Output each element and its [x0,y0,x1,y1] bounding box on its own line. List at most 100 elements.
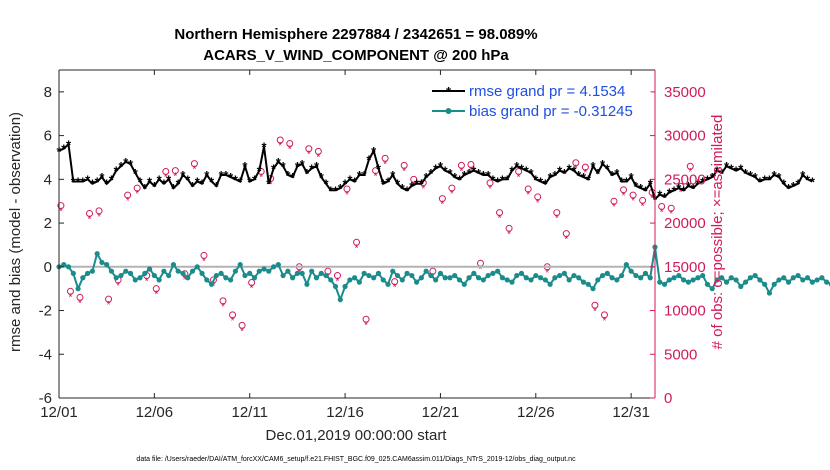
bias-point [118,272,124,279]
rmse-point: * [304,166,310,181]
chart-title-line2: ACARS_V_WIND_COMPONENT @ 200 hPa [203,47,509,64]
rmse-point: * [261,140,267,155]
rmse-point: * [190,179,196,194]
obs-possible-point [219,297,227,305]
rmse-line [58,142,813,201]
x-tick-label: 12/26 [517,404,555,421]
rmse-point: * [676,181,682,196]
rmse-point: * [266,177,272,192]
bias-point [113,275,119,281]
bias-point [380,277,386,283]
rmse-point: * [705,172,711,187]
obs-assimilated-point: * [459,166,463,177]
bias-point [456,277,463,283]
bias-point [332,283,339,290]
legend: * rmse grand pr = 4.1534 bias grand pr =… [409,76,651,126]
bias-point [256,268,262,274]
bias-point [547,281,553,287]
obs-assimilated-point: * [564,235,568,246]
bias-point [285,268,291,274]
rmse-point: * [595,166,601,181]
y-axis-label-right: # of obs: o=possible; ×=assimilated [709,115,726,350]
bias-point [604,270,610,276]
bias-point [156,277,162,283]
bias-point [352,275,358,281]
obs-assimilated-point: * [526,190,530,201]
rmse-point: * [285,168,291,183]
obs-assimilated-point: * [355,243,359,254]
rmse-point: * [314,159,320,174]
bias-point [742,279,749,285]
bias-point [709,286,715,292]
obs-possible-point [124,191,132,199]
obs-assimilated-point: * [536,198,540,209]
rmse-point: * [185,172,191,187]
bias-point [366,272,372,279]
x-tick-label: 12/06 [136,404,174,421]
rmse-point: * [276,155,282,170]
bias-point [228,277,234,283]
rmse-point: * [443,164,449,179]
rmse-point: * [538,175,544,190]
rmse-point: * [405,183,411,198]
bias-point [614,277,620,283]
bias-point [123,268,129,274]
rmse-point: * [257,164,263,179]
bias-point [299,270,305,276]
x-tick-label: 12/16 [326,404,364,421]
rmse-point: * [524,164,530,179]
rmse-point: * [295,159,301,174]
bias-point [518,270,525,276]
rmse-point: * [753,170,759,185]
rmse-point: * [571,164,577,179]
obs-possible-point [610,197,618,205]
obs-assimilated-point: * [393,283,397,294]
y-left-tick-label: 0 [44,259,52,276]
bias-point [795,272,801,279]
rmse-point: * [161,177,167,192]
bias-point [552,275,558,281]
bias-point [681,277,687,283]
bias-point [161,268,167,274]
obs-possible-point [400,161,408,169]
obs-assimilated-point: * [278,141,282,152]
bias-point [824,279,830,285]
rmse-point: * [529,166,535,181]
obs-possible-point [200,251,208,259]
rmse-point: * [99,170,105,185]
rmse-point: * [138,175,144,190]
rmse-point: * [357,168,363,183]
x-tick-label: 12/11 [232,404,268,421]
obs-assimilated-point: * [669,209,673,220]
bias-point [661,281,668,287]
rmse-point: * [781,177,787,192]
bias-point [404,270,410,276]
y-left-tick-label: 6 [44,128,52,145]
rmse-point: * [195,175,201,190]
bias-point [542,277,548,283]
obs-possible-point [391,278,399,286]
rmse-point: * [476,166,482,181]
rmse-point: * [748,168,754,183]
obs-possible-point [457,161,465,169]
rmse-point: * [309,161,315,176]
obs-assimilated-point: * [164,172,168,183]
obs-possible-point [438,195,446,203]
obs-assimilated-point: * [679,187,683,198]
rmse-point: * [805,172,811,187]
rmse-point: * [66,137,72,152]
bias-point [180,270,186,276]
obs-assimilated-point: * [688,167,692,178]
bias-point [371,275,377,281]
obs-possible-point [314,147,322,155]
rmse-point: * [76,175,82,190]
obs-possible-point [162,167,170,175]
rmse-point: * [247,175,253,190]
bias-point [175,268,181,274]
bias-point [485,272,491,279]
bias-point [390,268,396,274]
rmse-point: * [734,164,740,179]
obs-assimilated-point: * [126,196,130,207]
bias-point [137,275,143,281]
rmse-point: * [400,181,406,196]
